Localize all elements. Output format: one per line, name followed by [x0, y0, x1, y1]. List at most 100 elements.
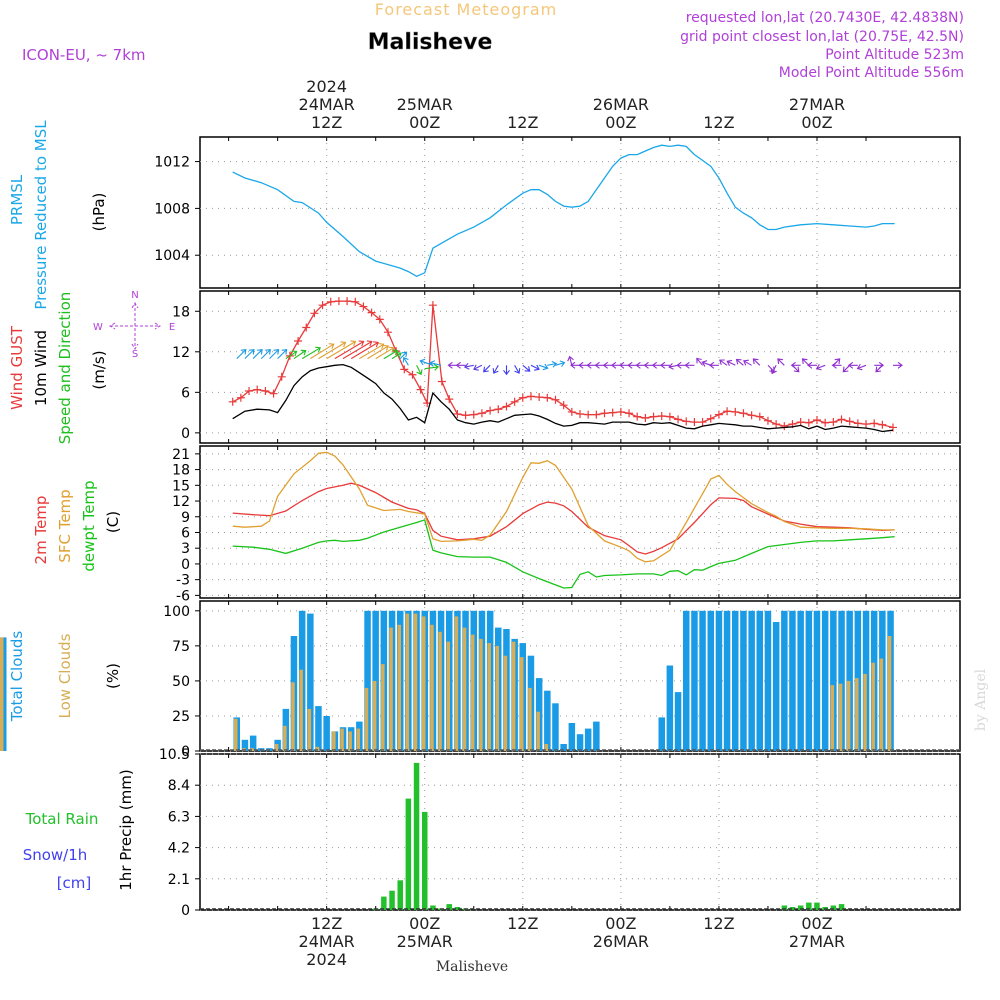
requested-coords: requested lon,lat (20.7430E, 42.4838N): [686, 10, 964, 26]
gust-marker: [486, 406, 495, 415]
low-bar: [495, 645, 499, 751]
wind-arrow: [770, 365, 777, 375]
gust-marker: [731, 407, 740, 416]
low-bar: [283, 725, 287, 751]
total-bar: [307, 613, 314, 751]
gust-marker: [714, 410, 723, 419]
rain-bar: [389, 890, 395, 910]
gust-marker: [400, 365, 409, 374]
wind-arrow: [483, 364, 491, 373]
gust-marker: [277, 372, 286, 381]
wind-arrow: [269, 348, 280, 359]
pressure-label-2: Pressure Reduced to MSL: [32, 120, 50, 310]
total-bar: [674, 692, 682, 751]
ytick-label: 0: [181, 557, 190, 573]
low-bar: [332, 731, 336, 751]
wind-arrow: [735, 358, 744, 366]
wind-arrow: [419, 358, 434, 366]
total-bar: [789, 610, 796, 751]
precip-frame: [199, 753, 961, 911]
low-bar: [520, 657, 524, 751]
wind-arrow: [555, 360, 566, 367]
ytick-label: 1004: [154, 248, 190, 264]
ytick-label: 12: [172, 345, 190, 361]
total-bar: [544, 690, 551, 751]
top-time-label: 00Z: [605, 113, 636, 132]
compass-rose: [109, 302, 161, 350]
pressure-label-1: PRMSL: [8, 174, 26, 225]
total-bar: [830, 610, 837, 751]
ytick-label: 6: [181, 525, 190, 541]
gust-marker: [494, 405, 503, 414]
rain-bar: [397, 880, 403, 910]
model-name: ICON-EU, ~ 7km: [22, 46, 146, 64]
gust-marker: [592, 410, 601, 419]
low-bar: [454, 616, 459, 751]
wind-arrow: [301, 346, 321, 360]
low-bar: [315, 746, 320, 751]
low-bar: [536, 711, 540, 751]
dewpt-line: [232, 519, 895, 589]
low-bar: [0, 637, 4, 751]
total-bar: [323, 716, 330, 751]
sfc-line: [232, 451, 895, 563]
gust-marker: [845, 417, 854, 426]
total-bar: [241, 739, 249, 751]
wind-arrow: [310, 343, 335, 360]
wind-arrow: [696, 357, 704, 366]
wind-arrow: [801, 358, 810, 366]
wind-arrow: [350, 341, 379, 360]
wind-arrow: [244, 348, 255, 359]
gust-marker: [665, 412, 674, 421]
gust-marker: [302, 323, 311, 332]
watermark: by Angel: [973, 668, 989, 731]
low-bar: [871, 662, 875, 751]
wind-arrow: [777, 358, 785, 366]
gust-marker: [649, 412, 658, 421]
wind-arrow: [815, 364, 826, 371]
gust-marker: [821, 418, 830, 427]
low-bar: [879, 658, 884, 751]
ytick-label: 18: [172, 304, 190, 320]
total-bar: [584, 728, 592, 751]
wind-arrow: [684, 361, 695, 369]
wind-arrow: [842, 364, 851, 373]
gust-marker: [310, 309, 319, 318]
gust-marker: [674, 415, 683, 424]
wind-arrow: [567, 355, 574, 366]
clouds-panel: 0 25 50 75 100: [0, 600, 961, 760]
gust-marker: [445, 395, 454, 404]
low-bar: [446, 641, 450, 751]
wind-arrow: [790, 361, 801, 369]
top-time-label: 26MAR: [593, 95, 649, 114]
rain-bar: [830, 905, 837, 910]
pressure-panel: 1004 1008 1012: [154, 136, 961, 289]
bottom-time-label: 00Z: [801, 914, 832, 933]
gust-marker: [723, 407, 732, 416]
total-bar: [315, 706, 322, 751]
dewpt-label: dewpt Temp: [80, 480, 98, 571]
gust-marker: [755, 412, 764, 421]
gust-marker: [408, 370, 417, 379]
wind-arrow: [708, 361, 719, 369]
rain-bar: [781, 905, 788, 910]
gust-marker: [294, 336, 303, 345]
gust-marker: [690, 418, 699, 427]
wind-frame: [199, 290, 961, 444]
wind10m-line: [232, 363, 894, 433]
bottom-time-label: 2024: [306, 950, 347, 969]
low-bar: [887, 636, 892, 751]
gust-marker: [625, 409, 634, 418]
low-bar: [863, 673, 867, 751]
gust-marker: [318, 301, 327, 310]
gust-marker: [228, 397, 237, 406]
wind-arrow: [752, 358, 761, 366]
gust-marker: [416, 385, 425, 394]
gust-marker: [641, 414, 650, 423]
rain-bar: [797, 905, 804, 910]
low-bar: [405, 613, 410, 751]
low-bar: [855, 678, 859, 751]
total-bar: [576, 734, 584, 751]
wind-arrow: [807, 361, 817, 369]
gust-marker: [510, 397, 519, 406]
